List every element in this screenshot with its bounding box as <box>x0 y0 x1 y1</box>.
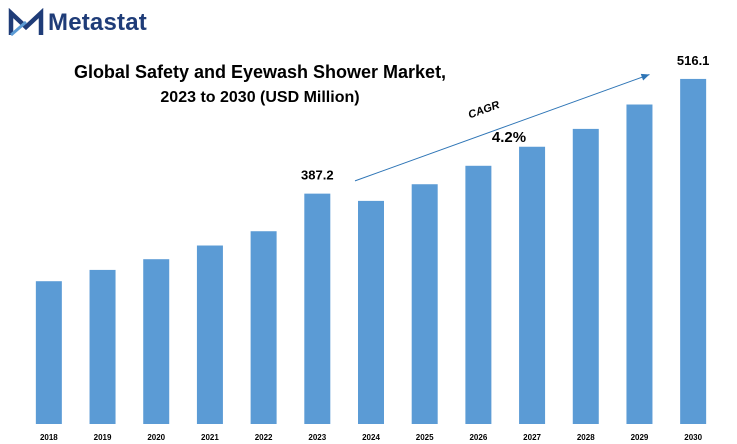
bar-2018 <box>35 281 62 424</box>
x-tick-label: 2026 <box>469 433 487 442</box>
bar-2020 <box>143 259 170 424</box>
x-tick-label: 2025 <box>416 433 434 442</box>
x-tick-label: 2024 <box>362 433 380 442</box>
bar-2030 <box>680 78 707 424</box>
brand-logo: Metastat <box>8 8 147 38</box>
cagr-arrowhead-icon <box>640 73 650 81</box>
metastat-logo-icon <box>8 8 44 37</box>
data-label-2030: 516.1 <box>677 53 710 68</box>
x-tick-label: 2021 <box>201 433 219 442</box>
x-tick-label: 2027 <box>523 433 541 442</box>
x-tick-label: 2028 <box>577 433 595 442</box>
brand-name: Metastat <box>48 9 147 36</box>
x-tick-label: 2030 <box>684 433 702 442</box>
x-tick-label: 2018 <box>40 433 58 442</box>
data-label-2023: 387.2 <box>301 168 334 183</box>
bar-2023 <box>304 193 331 424</box>
bar-2025 <box>411 184 438 424</box>
chart-title-block: Global Safety and Eyewash Shower Market,… <box>40 62 480 107</box>
bar-2024 <box>358 200 384 424</box>
bar-2021 <box>196 245 223 424</box>
bar-2029 <box>626 104 653 424</box>
chart-title: Global Safety and Eyewash Shower Market, <box>73 62 447 82</box>
cagr-label: CAGR <box>467 99 502 121</box>
cagr-arrow-line <box>354 74 650 182</box>
x-tick-label: 2022 <box>255 433 273 442</box>
x-tick-label: 2029 <box>631 433 649 442</box>
cagr-value: 4.2% <box>492 129 526 146</box>
x-tick-label: 2023 <box>308 433 326 442</box>
bar-2028 <box>572 128 599 425</box>
chart-subtitle: 2023 to 2030 (USD Million) <box>160 89 360 106</box>
bar-2027 <box>519 146 546 424</box>
x-tick-label: 2019 <box>94 433 112 442</box>
bar-2019 <box>89 269 116 424</box>
bar-2026 <box>465 165 492 424</box>
x-tick-label: 2020 <box>147 433 165 442</box>
bar-2022 <box>250 231 277 424</box>
